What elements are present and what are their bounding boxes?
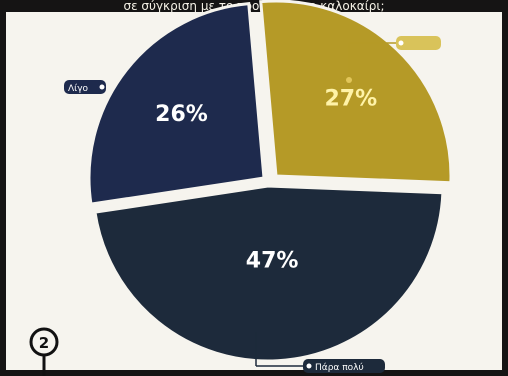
pie-slice-3 [87, 2, 266, 206]
callout-tag-gold [396, 36, 441, 50]
pie-slice-1 [259, 0, 453, 185]
badge-icon [29, 327, 59, 357]
callout-dot-gold [346, 77, 352, 83]
callout-tag-dot-gold [398, 40, 404, 46]
callout-label-ligo: Λίγο [68, 84, 89, 94]
callout-tag-ligo [64, 80, 106, 94]
callout-tag-para [303, 359, 385, 373]
pie-slice-value-1: 27% [324, 86, 377, 111]
callout-tag-dot-para [306, 363, 312, 369]
badge-number: 2 [39, 334, 49, 352]
pie-slice-value-3: 26% [155, 102, 208, 127]
pie-slice-2 [93, 184, 445, 363]
pie-slice-value-2: 47% [246, 248, 299, 273]
callout-label-para: Πάρα πολύ [315, 362, 364, 373]
callout-tag-dot-ligo [99, 84, 105, 90]
